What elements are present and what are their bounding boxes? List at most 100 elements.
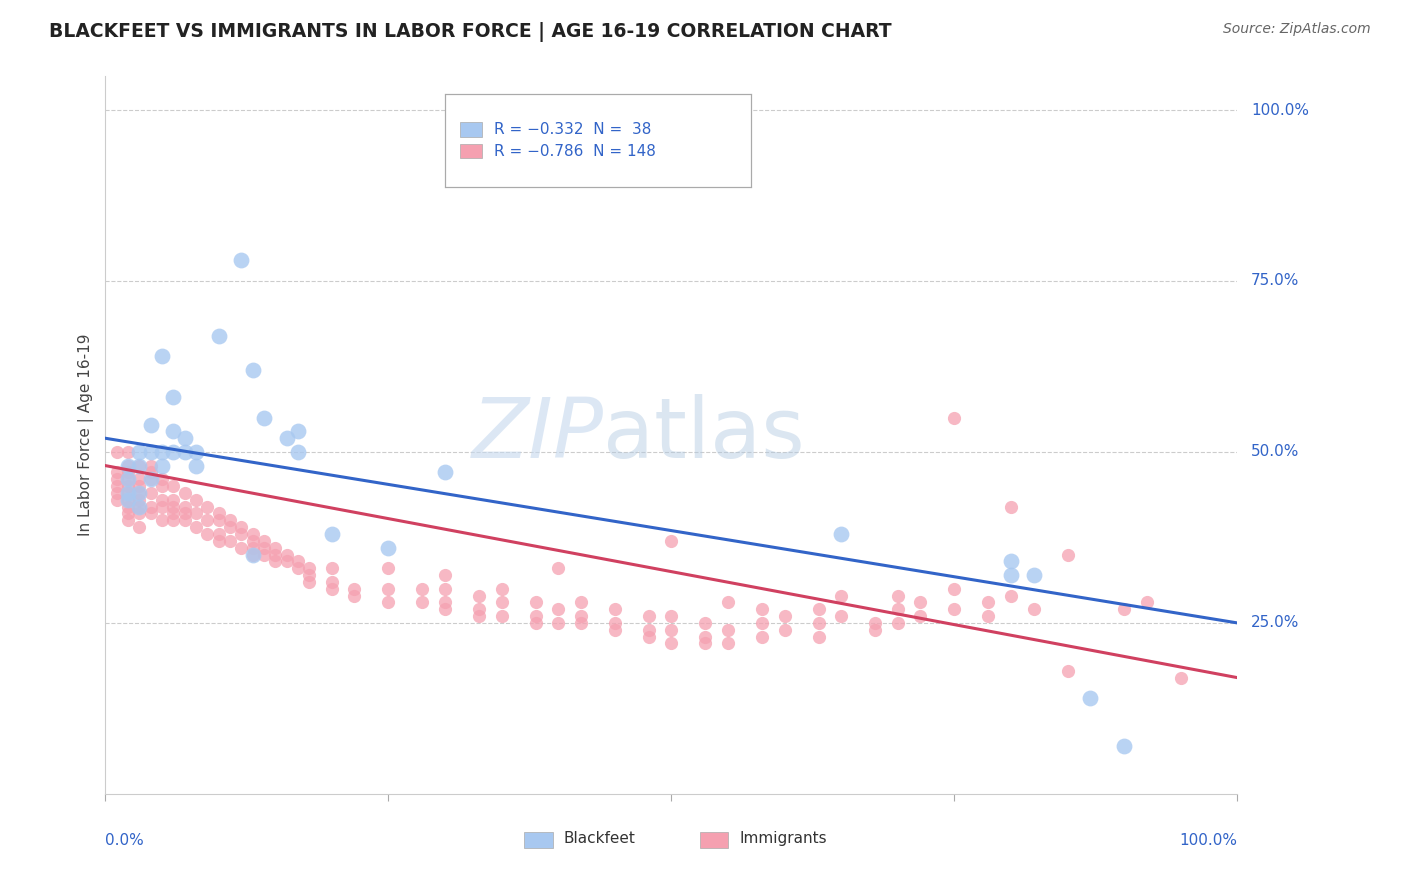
Point	[150, 513, 173, 527]
Point	[910, 609, 932, 624]
Point	[321, 561, 343, 575]
Point	[377, 541, 399, 555]
Point	[128, 520, 150, 534]
Point	[242, 548, 264, 562]
Point	[411, 595, 433, 609]
Point	[695, 636, 717, 650]
Text: 100.0%: 100.0%	[1180, 833, 1237, 848]
Point	[298, 574, 321, 589]
Point	[128, 458, 150, 473]
Point	[343, 589, 366, 603]
Point	[637, 630, 659, 644]
Point	[468, 609, 491, 624]
Point	[253, 541, 276, 555]
Point	[287, 554, 309, 568]
Point	[491, 609, 513, 624]
Point	[231, 541, 253, 555]
Point	[773, 609, 796, 624]
Point	[830, 589, 852, 603]
Point	[637, 623, 659, 637]
Point	[287, 561, 309, 575]
Point	[128, 486, 150, 500]
Point	[105, 445, 128, 459]
Point	[637, 609, 659, 624]
Point	[162, 479, 184, 493]
Text: 50.0%: 50.0%	[1251, 444, 1299, 459]
Point	[1022, 568, 1045, 582]
Point	[863, 623, 886, 637]
Point	[1078, 691, 1101, 706]
Point	[173, 431, 195, 445]
Point	[276, 431, 298, 445]
Point	[150, 479, 173, 493]
FancyBboxPatch shape	[524, 832, 553, 847]
Point	[128, 458, 150, 473]
Point	[150, 492, 173, 507]
Point	[219, 520, 242, 534]
Point	[231, 253, 253, 268]
Point	[321, 527, 343, 541]
Point	[184, 507, 207, 521]
Point	[253, 533, 276, 548]
Point	[887, 589, 910, 603]
Point	[208, 513, 231, 527]
Point	[661, 623, 683, 637]
Point	[117, 492, 139, 507]
Point	[433, 602, 456, 616]
Point	[807, 615, 830, 630]
Point	[242, 548, 264, 562]
Point	[661, 609, 683, 624]
Point	[219, 533, 242, 548]
Point	[773, 623, 796, 637]
Text: atlas: atlas	[603, 394, 806, 475]
Point	[162, 425, 184, 439]
Point	[433, 582, 456, 596]
Point	[150, 500, 173, 514]
Point	[139, 417, 162, 432]
Point	[162, 445, 184, 459]
Point	[264, 541, 287, 555]
Point	[150, 458, 173, 473]
Point	[1000, 500, 1022, 514]
Point	[1170, 671, 1192, 685]
Point	[173, 486, 195, 500]
Point	[287, 445, 309, 459]
Point	[547, 615, 569, 630]
Point	[139, 507, 162, 521]
Point	[830, 609, 852, 624]
Point	[321, 574, 343, 589]
Point	[1136, 595, 1159, 609]
Point	[1022, 602, 1045, 616]
Point	[887, 602, 910, 616]
Text: 100.0%: 100.0%	[1251, 103, 1309, 118]
Point	[162, 507, 184, 521]
Point	[195, 527, 218, 541]
Point	[661, 636, 683, 650]
Point	[943, 582, 966, 596]
Point	[751, 630, 773, 644]
Point	[173, 500, 195, 514]
Point	[264, 554, 287, 568]
Point	[863, 615, 886, 630]
Point	[411, 582, 433, 596]
Point	[128, 500, 150, 514]
Point	[184, 492, 207, 507]
Point	[253, 410, 276, 425]
Point	[219, 513, 242, 527]
Y-axis label: In Labor Force | Age 16-19: In Labor Force | Age 16-19	[79, 334, 94, 536]
Point	[173, 513, 195, 527]
Point	[603, 602, 626, 616]
Text: Source: ZipAtlas.com: Source: ZipAtlas.com	[1223, 22, 1371, 37]
Text: ZIP: ZIP	[471, 394, 603, 475]
Text: Blackfeet: Blackfeet	[564, 831, 636, 846]
Point	[117, 500, 139, 514]
Point	[751, 615, 773, 630]
Point	[117, 472, 139, 486]
Point	[977, 595, 1000, 609]
Point	[603, 615, 626, 630]
Point	[977, 609, 1000, 624]
Point	[377, 582, 399, 596]
Point	[195, 513, 218, 527]
Point	[1000, 589, 1022, 603]
Point	[139, 472, 162, 486]
